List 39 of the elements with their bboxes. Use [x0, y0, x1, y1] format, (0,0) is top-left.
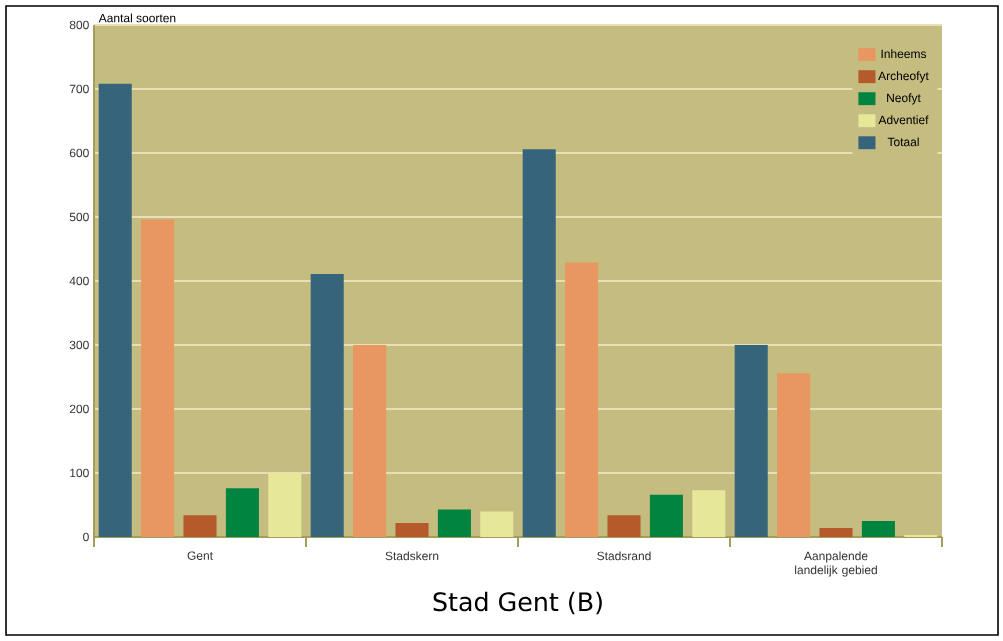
legend-label: Adventief — [878, 115, 929, 125]
legend-label: Archeofyt — [878, 71, 929, 83]
legend-label: Totaal — [887, 137, 919, 147]
y-axis-title: Aantal soorten — [98, 13, 176, 23]
y-tick-label: 800 — [69, 20, 89, 30]
x-tick-label: Aanpalende landelijk gebied — [795, 551, 877, 577]
legend-label: Inheems — [881, 49, 927, 59]
y-tick-label: 600 — [69, 148, 89, 158]
x-tick-label: Gent — [187, 551, 213, 560]
y-tick-label: 0 — [83, 532, 89, 542]
bar — [861, 520, 895, 537]
text: Stad Gent (B) — [433, 591, 602, 615]
bar — [522, 149, 556, 537]
x-tick-label: Stadskern — [385, 551, 439, 561]
bar — [141, 219, 175, 537]
bar — [565, 262, 599, 537]
y-tick-label: 500 — [69, 212, 89, 222]
y-tick-label: 200 — [69, 404, 89, 414]
bar — [437, 509, 471, 537]
bar — [268, 472, 302, 537]
y-tick-label: 100 — [70, 468, 89, 478]
y-tick-label: 400 — [69, 276, 89, 286]
bar — [819, 528, 853, 537]
bar — [183, 515, 217, 537]
bar — [225, 488, 259, 537]
bar — [734, 344, 768, 537]
bar — [777, 373, 811, 537]
bar — [480, 511, 514, 537]
bar — [607, 515, 641, 537]
bar — [310, 273, 344, 537]
bar — [395, 522, 429, 537]
bar — [649, 494, 683, 537]
bar — [98, 83, 132, 537]
bar — [692, 490, 726, 537]
x-tick-label: Stadsrand — [597, 551, 651, 561]
legend-label: Neofyt — [887, 93, 921, 105]
bar — [353, 344, 387, 537]
y-tick-label: 700 — [69, 84, 89, 94]
y-tick-label: 300 — [69, 340, 89, 350]
